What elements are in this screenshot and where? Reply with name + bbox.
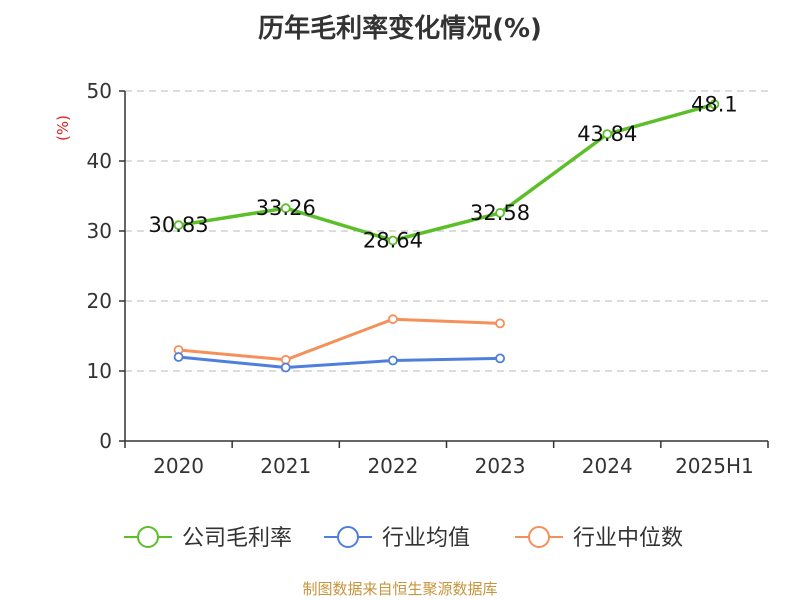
series-lines — [173, 99, 720, 373]
legend-label: 公司毛利率 — [182, 526, 292, 551]
legend-marker — [528, 526, 550, 548]
y-tick-label: 40 — [87, 149, 112, 173]
source-note: 制图数据来自恒生聚源数据库 — [302, 580, 498, 598]
data-label: 43.84 — [577, 122, 637, 146]
data-label: 48.1 — [691, 92, 738, 116]
data-point — [388, 355, 398, 366]
legend-marker — [337, 526, 359, 548]
series-line — [178, 102, 715, 243]
grid-lines — [125, 90, 768, 372]
legend-label: 行业中位数 — [573, 526, 683, 551]
data-label: 30.83 — [149, 213, 209, 237]
data-labels: 30.83 33.26 28.64 32.58 43.84 48.1 — [149, 92, 738, 252]
legend-label: 行业均值 — [382, 526, 470, 551]
y-tick-label: 20 — [87, 289, 112, 313]
x-tick-label: 2021 — [260, 454, 311, 478]
axes: 0 10 20 30 40 50 2020 2021 2022 2023 2024 2025H1 (%) — [54, 79, 769, 478]
data-point — [709, 99, 720, 110]
y-tick-label: 50 — [87, 79, 112, 103]
data-point — [495, 208, 505, 218]
data-point — [173, 352, 184, 362]
legend-marker — [137, 526, 159, 548]
series-line — [178, 355, 501, 369]
x-tick-label: 2022 — [367, 454, 418, 478]
x-tick-label: 2023 — [475, 454, 526, 478]
legend: 公司毛利率 行业均值 行业中位数 — [124, 526, 683, 551]
y-tick-label: 0 — [99, 429, 112, 453]
data-point — [388, 314, 398, 325]
data-point — [602, 129, 613, 140]
data-label: 32.58 — [470, 201, 530, 225]
data-point — [388, 235, 398, 246]
x-tick-label: 2020 — [153, 454, 204, 478]
y-tick-label: 30 — [87, 219, 112, 243]
x-tick-label: 2025H1 — [675, 454, 754, 478]
y-tick-label: 10 — [87, 359, 112, 383]
data-point — [495, 318, 505, 329]
data-point — [280, 362, 291, 373]
data-label: 28.64 — [363, 229, 423, 253]
x-tick-label: 2024 — [582, 454, 633, 478]
series-line — [178, 317, 501, 362]
y-axis-label: (%) — [54, 115, 72, 141]
chart-title: 历年毛利率变化情况(%) — [258, 14, 542, 44]
data-point — [280, 203, 291, 214]
data-label: 33.26 — [256, 196, 316, 220]
data-point — [495, 353, 505, 364]
data-point — [280, 354, 291, 365]
data-point — [173, 220, 184, 231]
